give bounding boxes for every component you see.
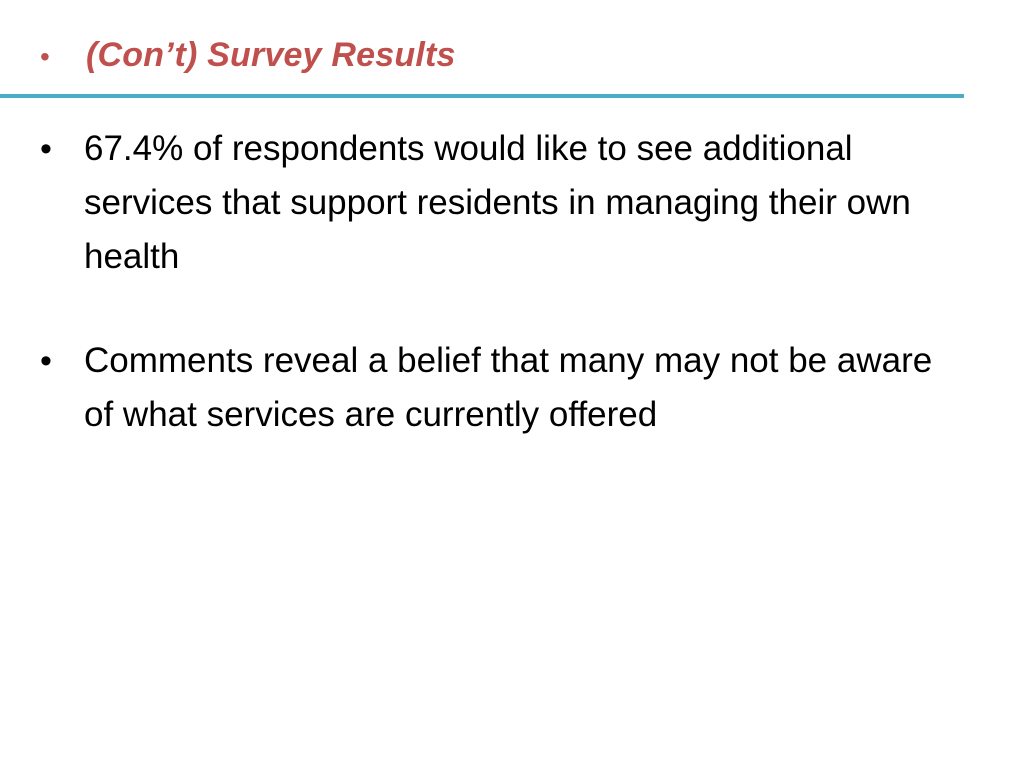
slide-title: (Con’t) Survey Results: [86, 36, 456, 74]
title-bullet: •: [40, 41, 50, 72]
bullet-marker: •: [40, 342, 52, 380]
title-divider: [0, 94, 964, 98]
list-item: • Comments reveal a belief that many may…: [40, 334, 940, 442]
slide-title-row: • (Con’t) Survey Results: [40, 36, 456, 75]
bullet-marker: •: [40, 130, 52, 168]
bullet-list: • 67.4% of respondents would like to see…: [40, 122, 940, 492]
list-item: • 67.4% of respondents would like to see…: [40, 122, 940, 284]
bullet-text: Comments reveal a belief that many may n…: [84, 341, 933, 434]
bullet-text: 67.4% of respondents would like to see a…: [84, 129, 911, 276]
